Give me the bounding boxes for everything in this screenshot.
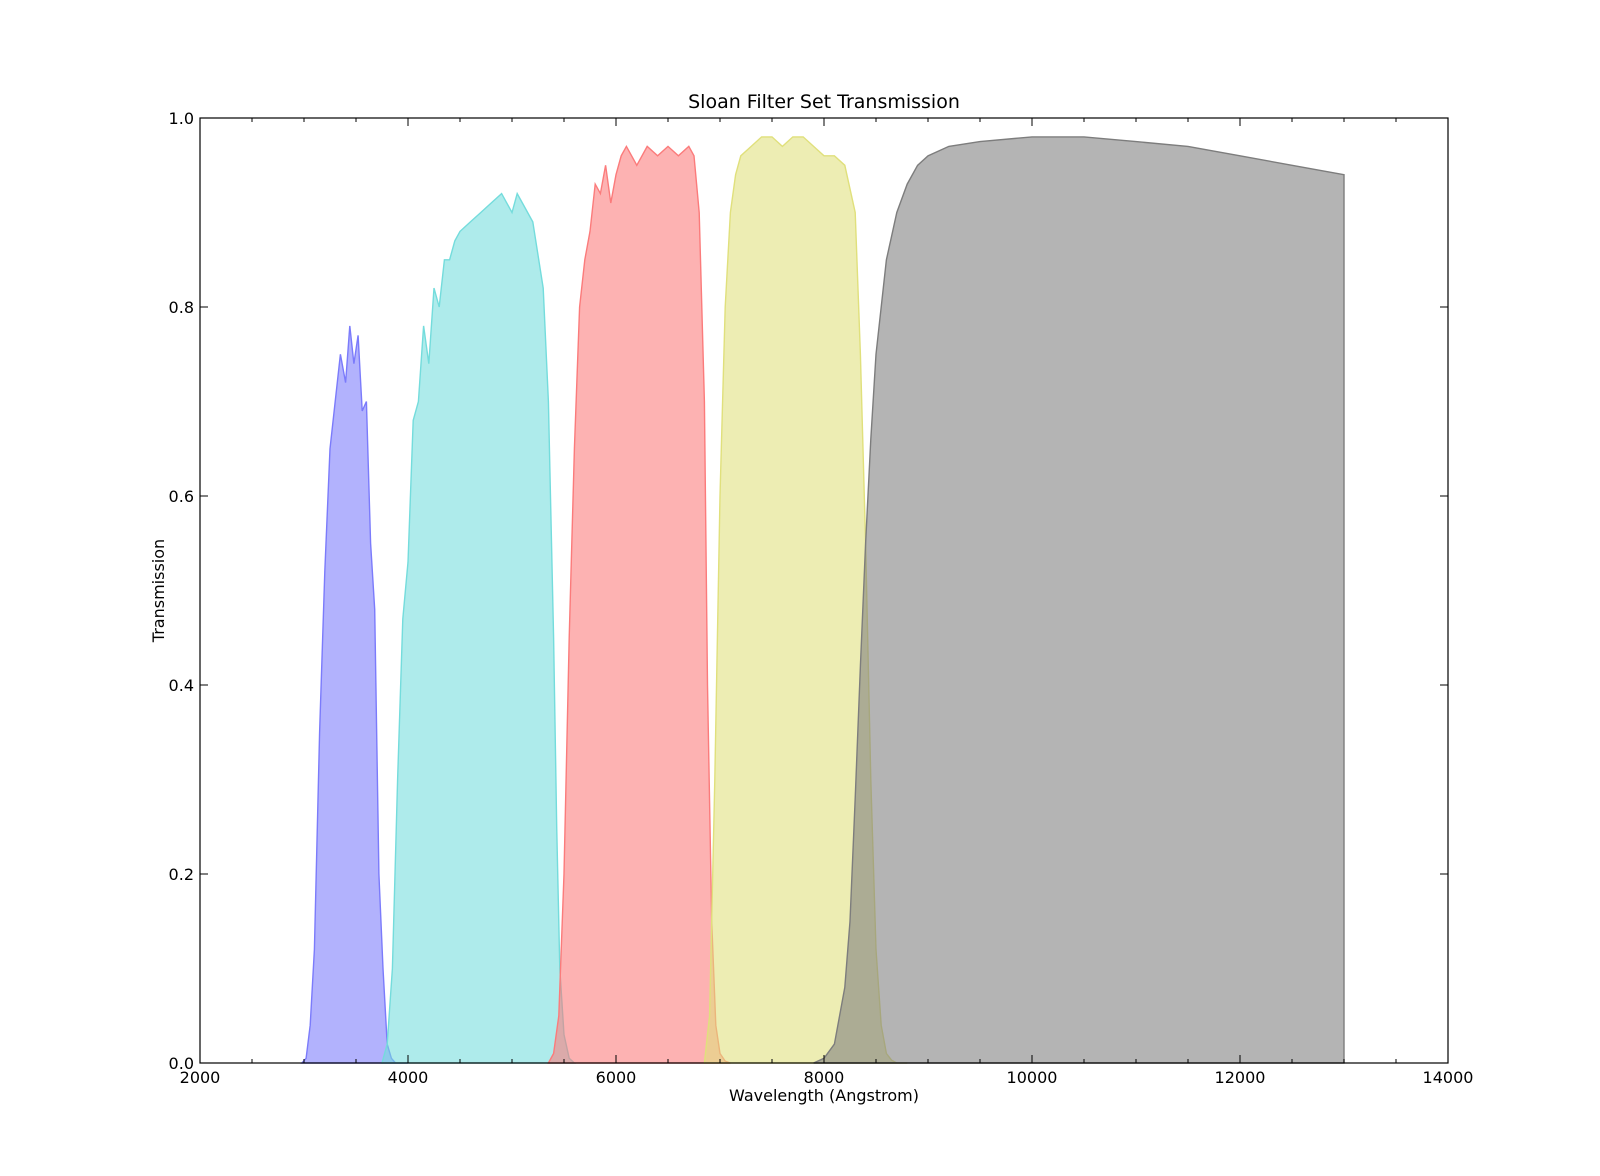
chart-title: Sloan Filter Set Transmission: [688, 91, 960, 113]
series-layer: [300, 136, 1345, 1064]
series-area-5: [813, 136, 1345, 1064]
y-tick-label: 1.0: [169, 109, 194, 128]
x-tick-label: 8000: [804, 1068, 845, 1087]
tick-layer: 2000 4000 6000 8000 10000 12000 14000 0.0 0.2 0.4…: [169, 109, 1474, 1087]
y-tick-label: 0.6: [169, 487, 194, 506]
x-tick-label: 14000: [1423, 1068, 1474, 1087]
series-area-3: [547, 144, 731, 1064]
y-tick-label: 0.4: [169, 676, 194, 695]
x-axis-label: Wavelength (Angstrom): [729, 1086, 919, 1105]
x-tick-label: 6000: [596, 1068, 637, 1087]
y-tick-label: 0.0: [169, 1054, 194, 1073]
x-tick-label: 4000: [388, 1068, 429, 1087]
x-tick-label: 12000: [1215, 1068, 1266, 1087]
series-area-2: [381, 191, 577, 1064]
y-tick-label: 0.2: [169, 865, 194, 884]
x-tick-label: 10000: [1007, 1068, 1058, 1087]
y-tick-label: 0.8: [169, 298, 194, 317]
x-tick-label: 2000: [180, 1068, 221, 1087]
y-axis-label: Transmission: [149, 539, 168, 643]
